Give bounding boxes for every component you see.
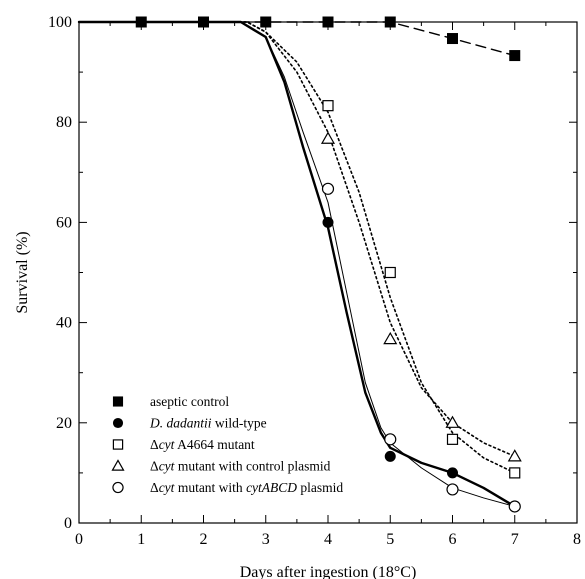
y-tick-label: 100 [48,14,72,31]
series-3-marker [383,331,398,345]
legend-label-part: Δ [150,480,159,495]
series-0-marker [509,50,521,62]
legend-marker-1 [112,417,124,429]
legend-label-part: cytABCD [246,480,297,495]
series-1-marker [322,216,334,228]
y-tick-label: 60 [56,214,72,231]
series-layer [77,16,522,513]
legend: aseptic control D. dadantii wild-type Δcyt… [111,394,343,495]
legend-label-part: cyt [159,437,176,452]
y-tick-label: 20 [56,415,72,432]
y-axis-label: Survival (%) [14,231,31,313]
series-2-marker [446,433,459,445]
legend-label-part: Δ [150,459,159,474]
x-tick-label: 7 [511,531,519,548]
series-4-marker [321,182,335,195]
legend-marker-2 [112,439,124,450]
legend-marker-3 [111,459,125,471]
series-line-3 [78,21,516,458]
series-2-marker [509,467,521,479]
x-tick-label: 3 [262,531,270,548]
legend-label-3: Δcyt mutant with control plasmid [150,459,331,474]
x-tick-label: 5 [386,531,394,548]
legend-label-part: Δ [150,437,159,452]
legend-label-part: cyt [159,480,176,495]
series-2-marker [322,100,334,112]
series-1-marker [447,467,458,479]
legend-marker-0 [112,396,124,407]
x-tick-label: 1 [137,531,145,548]
legend-label-part: A4664 mutant [174,437,254,452]
legend-label-part: mutant with [174,480,246,495]
series-1-marker [384,450,396,462]
x-tick-label: 8 [573,531,581,548]
series-4-marker [508,500,521,513]
x-tick-label: 6 [449,531,457,548]
x-tick-label: 2 [200,531,208,548]
y-tick-label: 40 [56,315,72,332]
legend-label-part: mutant with control plasmid [174,459,330,474]
series-3-marker [320,131,336,144]
x-tick-label: 4 [324,531,332,548]
legend-label-part: D. dadantii [149,416,212,431]
series-4-marker [446,483,459,496]
legend-marker-4 [112,481,124,494]
x-tick-label: 0 [75,531,83,548]
series-4-marker [384,433,397,446]
legend-label-4: Δcyt mutant with cytABCD plasmid [150,480,343,495]
legend-label-part: cyt [159,459,176,474]
legend-label-part: aseptic control [150,394,229,409]
series-0-marker [447,33,458,45]
x-axis-label: Days after ingestion (18°C) [240,564,417,579]
series-2-marker [384,266,396,279]
series-line-2 [78,21,516,474]
series-3-marker [445,415,460,428]
legend-label-2: Δcyt A4664 mutant [150,437,255,452]
legend-label-part: plasmid [297,480,343,495]
series-3-marker [507,449,522,462]
legend-label-0: aseptic control [150,394,229,409]
legend-label-part: wild-type [212,416,267,431]
y-tick-label: 0 [64,515,72,532]
legend-label-1: D. dadantii wild-type [149,416,267,431]
y-tick-label: 80 [56,114,72,131]
